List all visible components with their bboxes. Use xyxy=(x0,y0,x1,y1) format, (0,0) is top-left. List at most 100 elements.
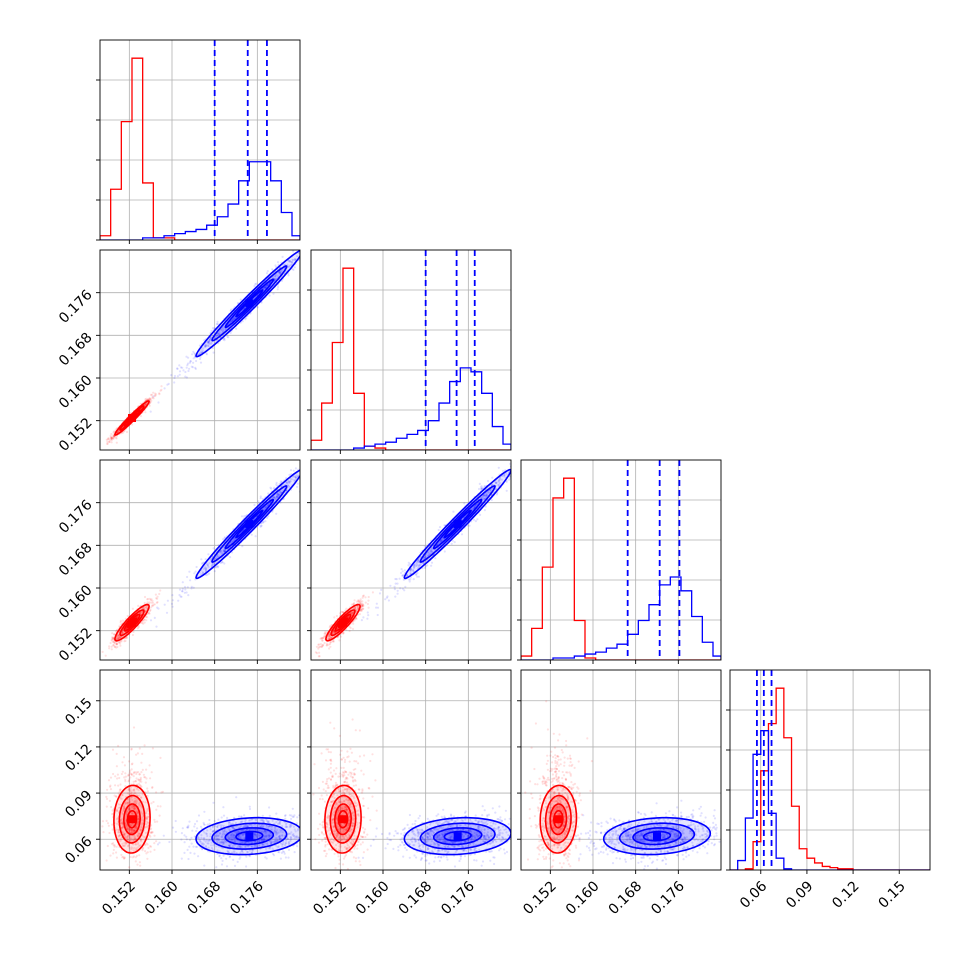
sample-point xyxy=(301,465,303,467)
sample-point xyxy=(303,477,305,479)
sample-point xyxy=(366,611,369,614)
sample-point xyxy=(419,563,422,566)
sample-point xyxy=(254,535,257,538)
sample-point xyxy=(481,495,485,498)
sample-point xyxy=(119,623,122,626)
sample-point xyxy=(116,634,119,637)
contour-blue xyxy=(211,265,288,342)
sample-point xyxy=(181,587,184,591)
sample-point xyxy=(215,334,218,337)
sample-point xyxy=(112,636,115,639)
sample-point xyxy=(210,557,213,560)
sample-point xyxy=(505,489,508,492)
sample-point xyxy=(106,440,109,443)
sample-point xyxy=(320,645,323,648)
sample-point xyxy=(515,468,517,470)
sample-point xyxy=(113,641,116,644)
sample-point xyxy=(178,373,181,376)
sample-point xyxy=(367,614,370,617)
sample-point xyxy=(380,588,383,592)
sample-point xyxy=(287,484,290,487)
sample-point xyxy=(318,240,320,242)
sample-point xyxy=(250,533,253,536)
sample-point xyxy=(485,495,488,498)
sample-point xyxy=(356,607,359,610)
sample-point xyxy=(280,269,283,272)
sample-point xyxy=(224,327,227,330)
sample-point xyxy=(264,507,267,510)
sample-point xyxy=(205,567,208,570)
sample-point xyxy=(117,636,120,639)
sample-point xyxy=(208,338,211,341)
sample-point xyxy=(191,366,194,369)
sample-point xyxy=(395,578,398,581)
sample-point xyxy=(303,254,305,256)
sample-point xyxy=(359,400,361,402)
sample-point xyxy=(322,446,324,448)
sample-point xyxy=(321,447,323,449)
sample-point xyxy=(503,474,506,477)
sample-point xyxy=(188,570,191,573)
sample-point xyxy=(171,599,174,602)
sample-point xyxy=(515,479,517,481)
sample-point xyxy=(514,470,516,472)
sample-point xyxy=(267,283,270,286)
sample-point xyxy=(497,466,500,469)
sample-point xyxy=(413,563,416,567)
sample-point xyxy=(109,434,112,437)
sample-point xyxy=(185,366,188,369)
sample-point xyxy=(276,288,279,291)
sample-point xyxy=(328,635,331,638)
sample-point xyxy=(110,439,113,442)
sample-point xyxy=(217,565,220,568)
sample-point xyxy=(528,464,530,466)
sample-point xyxy=(212,547,215,550)
sample-point xyxy=(319,231,321,233)
sample-point xyxy=(191,353,194,356)
sample-point xyxy=(206,563,209,566)
sample-point xyxy=(394,582,397,585)
sample-point xyxy=(143,621,146,624)
sample-point xyxy=(115,629,118,632)
sample-point xyxy=(502,469,505,473)
sample-point xyxy=(110,645,113,648)
sample-point xyxy=(206,341,210,344)
sample-point xyxy=(275,495,279,498)
sample-point xyxy=(318,651,321,654)
sample-point xyxy=(515,455,517,457)
sample-point xyxy=(120,635,123,638)
sample-point xyxy=(293,479,296,482)
sample-point xyxy=(484,493,487,496)
sample-point xyxy=(289,480,292,483)
sample-point xyxy=(291,261,294,264)
sample-point xyxy=(360,619,363,622)
sample-point xyxy=(154,593,157,596)
sample-point xyxy=(144,403,147,406)
sample-point xyxy=(485,494,488,497)
sample-point xyxy=(325,644,328,647)
sample-point xyxy=(416,571,419,575)
sample-point xyxy=(125,637,128,640)
sample-point xyxy=(358,599,361,602)
sample-point xyxy=(518,476,520,478)
sample-point xyxy=(199,355,202,359)
sample-point xyxy=(327,635,330,638)
sample-point xyxy=(143,618,146,621)
sample-point xyxy=(321,637,324,640)
sample-point xyxy=(296,482,299,485)
sample-point xyxy=(120,640,123,643)
sample-point xyxy=(200,558,203,561)
sample-point xyxy=(483,509,486,512)
sample-point xyxy=(356,605,359,608)
sample-point xyxy=(216,566,219,569)
sample-point xyxy=(291,478,294,481)
sample-point xyxy=(207,553,210,556)
sample-point xyxy=(199,361,203,364)
sample-point xyxy=(157,401,160,404)
sample-point xyxy=(292,469,295,472)
histogram-blue xyxy=(100,161,300,240)
sample-point xyxy=(245,317,248,320)
contour-red xyxy=(119,609,145,637)
sample-point xyxy=(329,641,332,644)
sample-point xyxy=(309,452,311,454)
